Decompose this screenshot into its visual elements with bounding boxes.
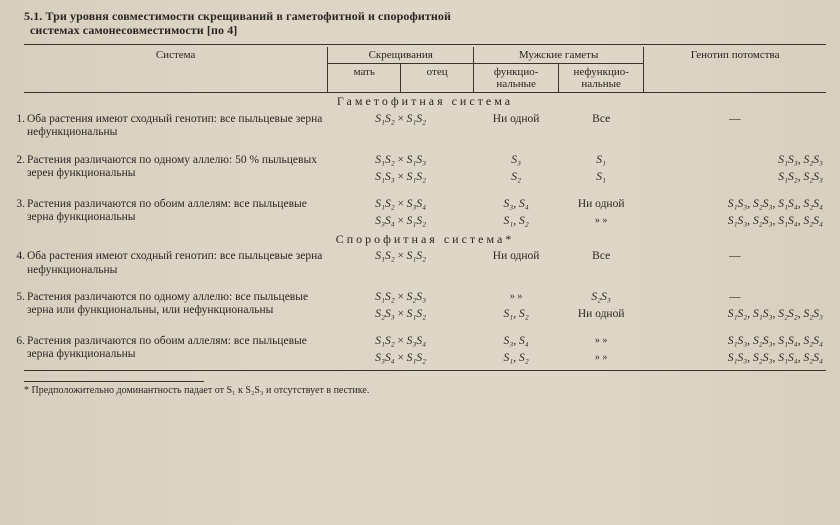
cross-cell: S₁S₂×S₁S₂ — [328, 248, 474, 278]
nonfunc-cell: S₁ — [559, 152, 644, 169]
geno-cell: — — [644, 289, 826, 306]
table-row: 5.Растения различаются по одному аллелю:… — [24, 289, 826, 306]
geno-cell: S₁S₂, S₁S₃, S₂S₂, S₂S₃ — [644, 306, 826, 323]
th-functional: функцио-нальные — [474, 64, 559, 93]
nonfunc-cell: » » — [559, 350, 644, 367]
row-desc: Растения различаются по обоим аллелям: в… — [27, 335, 307, 360]
cross-cell: S₁S₃×S₁S₂ — [328, 169, 474, 186]
cross-cell: S₁S₂×S₃S₄ — [328, 196, 474, 213]
func-cell: » » — [474, 289, 559, 306]
geno-cell: S₁S₂, S₂S₃ — [644, 169, 826, 186]
func-cell: S₂ — [474, 169, 559, 186]
nonfunc-cell: S₁ — [559, 169, 644, 186]
row-desc: Растения различаются по обоим аллелям: в… — [27, 198, 307, 223]
footnote-rule — [24, 381, 204, 382]
row-desc: Оба растения имеют сходный генотип: все … — [27, 113, 322, 138]
th-nonfunctional: нефункцио-нальные — [559, 64, 644, 93]
table-row: 2.Растения различаются по одному аллелю:… — [24, 152, 826, 169]
caption-line2: системах самонесовместимости [по 4] — [24, 24, 826, 38]
section-sporophytic: Спорофитная система* — [24, 231, 826, 249]
row-number: 2. — [11, 154, 27, 167]
nonfunc-cell: Все — [559, 248, 644, 278]
cross-cell: S₃S₄×S₁S₂ — [328, 350, 474, 367]
th-offspring: Генотип потомства — [644, 47, 826, 93]
func-cell: Ни одной — [474, 111, 559, 141]
nonfunc-cell: Ни одной — [559, 196, 644, 213]
nonfunc-cell: Ни одной — [559, 306, 644, 323]
caption-line1: 5.1. Три уровня совместимости скрещивани… — [24, 10, 826, 24]
geno-cell: S₁S₃, S₂S₃, S₁S₄, S₂S₄ — [644, 350, 826, 367]
geno-cell: S₁S₃, S₂S₃, S₁S₄, S₂S₄ — [644, 213, 826, 230]
row-number: 5. — [11, 291, 27, 304]
top-rule — [24, 44, 826, 45]
table-caption: 5.1. Три уровня совместимости скрещивани… — [24, 10, 826, 38]
table-row: 6.Растения различаются по обоим аллелям:… — [24, 333, 826, 350]
th-gametes-group: Мужские гаметы — [474, 47, 644, 64]
row-number: 3. — [11, 198, 27, 211]
func-cell: S₃ — [474, 152, 559, 169]
func-cell: S₁, S₂ — [474, 350, 559, 367]
th-cross-group: Скрещивания — [328, 47, 474, 64]
compatibility-table: Система Скрещивания Мужские гаметы Генот… — [24, 47, 826, 368]
nonfunc-cell: Все — [559, 111, 644, 141]
func-cell: S₁, S₂ — [474, 213, 559, 230]
nonfunc-cell: S₂S₃ — [559, 289, 644, 306]
nonfunc-cell: » » — [559, 213, 644, 230]
cross-cell: S₁S₂×S₁S₃ — [328, 152, 474, 169]
table-row: 4.Оба растения имеют сходный генотип: вс… — [24, 248, 826, 278]
section-gametophytic: Гаметофитная система — [24, 93, 826, 111]
func-cell: Ни одной — [474, 248, 559, 278]
footnote: * Предположительно доминантность падает … — [24, 377, 826, 397]
footnote-text: * Предположительно доминантность падает … — [24, 385, 369, 396]
row-desc: Оба растения имеют сходный генотип: все … — [27, 250, 322, 275]
th-mother: мать — [328, 64, 401, 93]
th-system: Система — [24, 47, 328, 93]
geno-cell: — — [644, 111, 826, 141]
cross-cell: S₁S₂×S₃S₄ — [328, 333, 474, 350]
th-father: отец — [401, 64, 474, 93]
geno-cell: S₁S₃, S₂S₃, S₁S₄, S₂S₄ — [644, 196, 826, 213]
row-desc: Растения различаются по одному аллелю: в… — [27, 291, 308, 316]
func-cell: S₁, S₂ — [474, 306, 559, 323]
nonfunc-cell: » » — [559, 333, 644, 350]
row-number: 4. — [11, 250, 27, 263]
table-row: 1.Оба растения имеют сходный генотип: вс… — [24, 111, 826, 141]
geno-cell: S₁S₃, S₂S₃, S₁S₄, S₂S₄ — [644, 333, 826, 350]
row-number: 6. — [11, 335, 27, 348]
table-row: 3.Растения различаются по обоим аллелям:… — [24, 196, 826, 213]
cross-cell: S₁S₂×S₂S₃ — [328, 289, 474, 306]
geno-cell: S₁S₃, S₂S₃ — [644, 152, 826, 169]
cross-cell: S₂S₃×S₁S₂ — [328, 306, 474, 323]
row-number: 1. — [11, 113, 27, 126]
bottom-rule — [24, 370, 826, 371]
func-cell: S₃, S₄ — [474, 196, 559, 213]
func-cell: S₃, S₄ — [474, 333, 559, 350]
cross-cell: S₁S₂×S₁S₂ — [328, 111, 474, 141]
cross-cell: S₃S₄×S₁S₂ — [328, 213, 474, 230]
row-desc: Растения различаются по одному аллелю: 5… — [27, 154, 317, 179]
geno-cell: — — [644, 248, 826, 278]
